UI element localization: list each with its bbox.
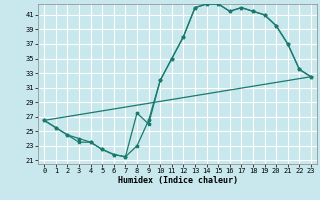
X-axis label: Humidex (Indice chaleur): Humidex (Indice chaleur) xyxy=(118,176,238,185)
